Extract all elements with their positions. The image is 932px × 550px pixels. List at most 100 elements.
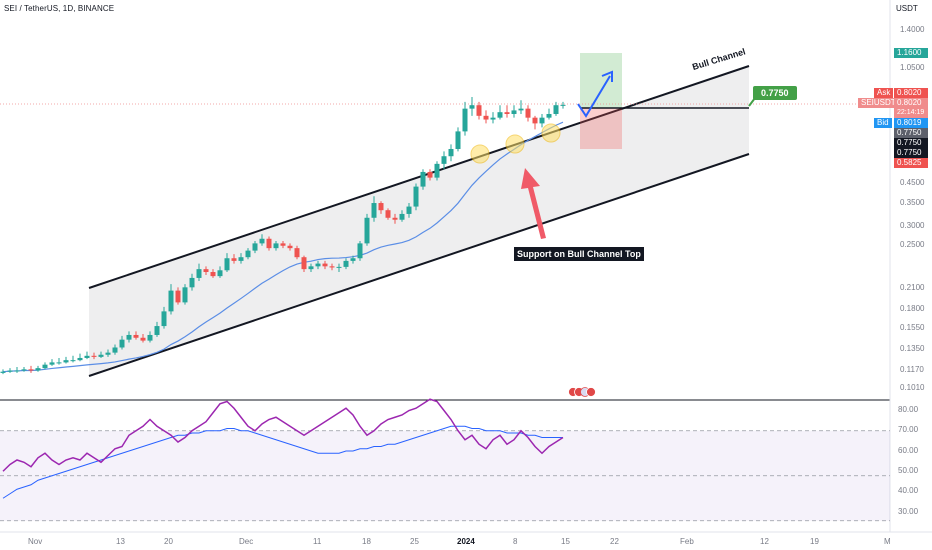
candle-body [252, 243, 258, 251]
date-tick: 8 [513, 537, 518, 546]
rsi-tick: 60.00 [898, 446, 919, 455]
projection-arrow [577, 75, 611, 118]
candle-body [217, 270, 223, 277]
candle-body [105, 352, 111, 355]
candle-body [203, 269, 209, 273]
moving-average-line [2, 121, 564, 373]
candle-body [238, 257, 244, 261]
support-arrow [521, 168, 546, 239]
channel-bottom-line [88, 153, 750, 377]
price-tick: 0.1010 [900, 383, 925, 392]
candle-body [231, 258, 237, 261]
candle-body [28, 369, 34, 371]
candle-body [448, 148, 454, 157]
price-tick: 0.3000 [900, 221, 925, 230]
symbol-tag: SEIUSDT [858, 98, 899, 108]
moving-average-value: 0.7750 [894, 128, 928, 138]
candle-body [147, 334, 153, 341]
candle-body [392, 217, 398, 220]
candle-body [525, 108, 531, 118]
projection-arrowhead [601, 70, 613, 82]
candle-body [518, 108, 524, 111]
candle-body [175, 290, 181, 303]
date-tick: 12 [760, 537, 769, 546]
ask-label: Ask [874, 88, 894, 98]
price-tick: 0.3500 [900, 198, 925, 207]
candle-body [154, 326, 160, 335]
candle-body [119, 339, 125, 348]
candle-body [273, 243, 279, 249]
support-circle [505, 134, 525, 154]
candle-body [266, 238, 272, 249]
rsi-line [2, 398, 564, 472]
candle-body [329, 266, 335, 268]
date-tick: 13 [116, 537, 125, 546]
stop-price-tag: 0.5825 [894, 158, 928, 168]
channel-fill [89, 66, 749, 376]
candle-body [259, 238, 265, 244]
level-callout[interactable]: 0.7750 [753, 86, 797, 100]
candle-body [350, 258, 356, 261]
candle-body [378, 203, 384, 211]
candle-body [434, 163, 440, 178]
rsi-average-line [2, 425, 563, 499]
candle-body [98, 354, 104, 357]
support-callout[interactable]: Support on Bull Channel Top [514, 247, 644, 261]
price-tick: 0.4500 [900, 178, 925, 187]
candle-body [84, 355, 90, 358]
economic-events-icon[interactable] [568, 387, 598, 397]
price-tick: 0.1800 [900, 304, 925, 313]
candle-body [49, 362, 55, 365]
candle-body [476, 105, 482, 116]
candle-body [455, 131, 461, 149]
level-price-tag: 0.7750 [894, 148, 928, 158]
bid-price: 0.8019 [894, 118, 928, 128]
candle-body [364, 217, 370, 244]
date-tick: 15 [561, 537, 570, 546]
candle-body [245, 250, 251, 258]
support-circle [470, 144, 490, 164]
price-tick: 0.1170 [900, 365, 924, 374]
candle-body [483, 115, 489, 120]
price-tick: 1.0500 [900, 63, 925, 72]
candle-body [294, 248, 300, 258]
currency-label[interactable]: USDT [896, 4, 918, 13]
candle-body [182, 287, 188, 303]
target-zone [580, 53, 622, 108]
support-circle [541, 123, 561, 143]
candle-body [14, 370, 20, 372]
date-tick: Feb [680, 537, 694, 546]
rsi-tick: 70.00 [898, 425, 919, 434]
price-tick: 0.1350 [900, 344, 925, 353]
candle-body [406, 206, 412, 214]
price-tick: 1.4000 [900, 25, 925, 34]
candle-body [133, 334, 139, 338]
candle-body [546, 113, 552, 118]
candle-body [224, 258, 230, 271]
candle-body [56, 362, 62, 364]
date-tick: Dec [239, 537, 254, 546]
candle-body [91, 355, 97, 357]
price-tick: 0.1550 [900, 323, 925, 332]
date-tick: 2024 [457, 537, 475, 546]
target-price-tag: 1.1600 [894, 48, 928, 58]
rsi-tick: 40.00 [898, 486, 919, 495]
candle-body [420, 171, 426, 187]
level-price-tag: 0.7750 [894, 138, 928, 148]
date-tick: 11 [313, 537, 322, 546]
rsi-tick: 80.00 [898, 405, 919, 414]
candle-body [427, 171, 433, 178]
candle-body [413, 186, 419, 207]
candle-body [189, 277, 195, 288]
candle-body [315, 263, 321, 267]
candle-body [42, 364, 48, 369]
candle-body [35, 368, 41, 371]
candle-body [357, 243, 363, 259]
candle-body [399, 213, 405, 220]
channel-top-line [88, 65, 750, 289]
date-tick: 18 [362, 537, 371, 546]
candle-body [287, 245, 293, 249]
candle-body [497, 112, 503, 118]
date-tick: Nov [28, 537, 43, 546]
